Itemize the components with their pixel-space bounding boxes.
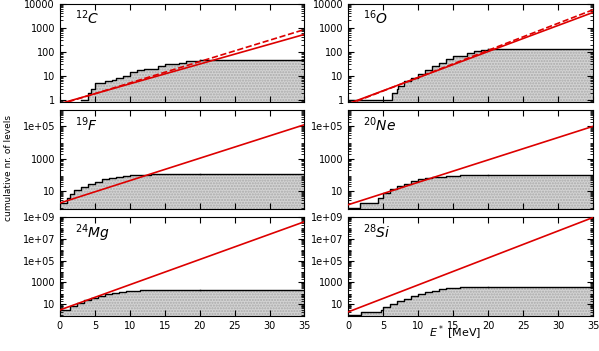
Text: cumulative nr. of levels: cumulative nr. of levels (4, 115, 14, 221)
Text: $^{16}$$\it{O}$: $^{16}$$\it{O}$ (363, 8, 388, 27)
Text: $E^*$ [MeV]: $E^*$ [MeV] (429, 324, 482, 342)
Text: $^{28}$$\it{Si}$: $^{28}$$\it{Si}$ (363, 222, 391, 240)
Text: $^{19}$$\it{F}$: $^{19}$$\it{F}$ (74, 115, 98, 134)
Text: $^{12}$$\it{C}$: $^{12}$$\it{C}$ (74, 8, 99, 27)
Text: $^{24}$$\it{Mg}$: $^{24}$$\it{Mg}$ (74, 222, 110, 244)
Text: $^{20}$$\it{Ne}$: $^{20}$$\it{Ne}$ (363, 115, 397, 134)
